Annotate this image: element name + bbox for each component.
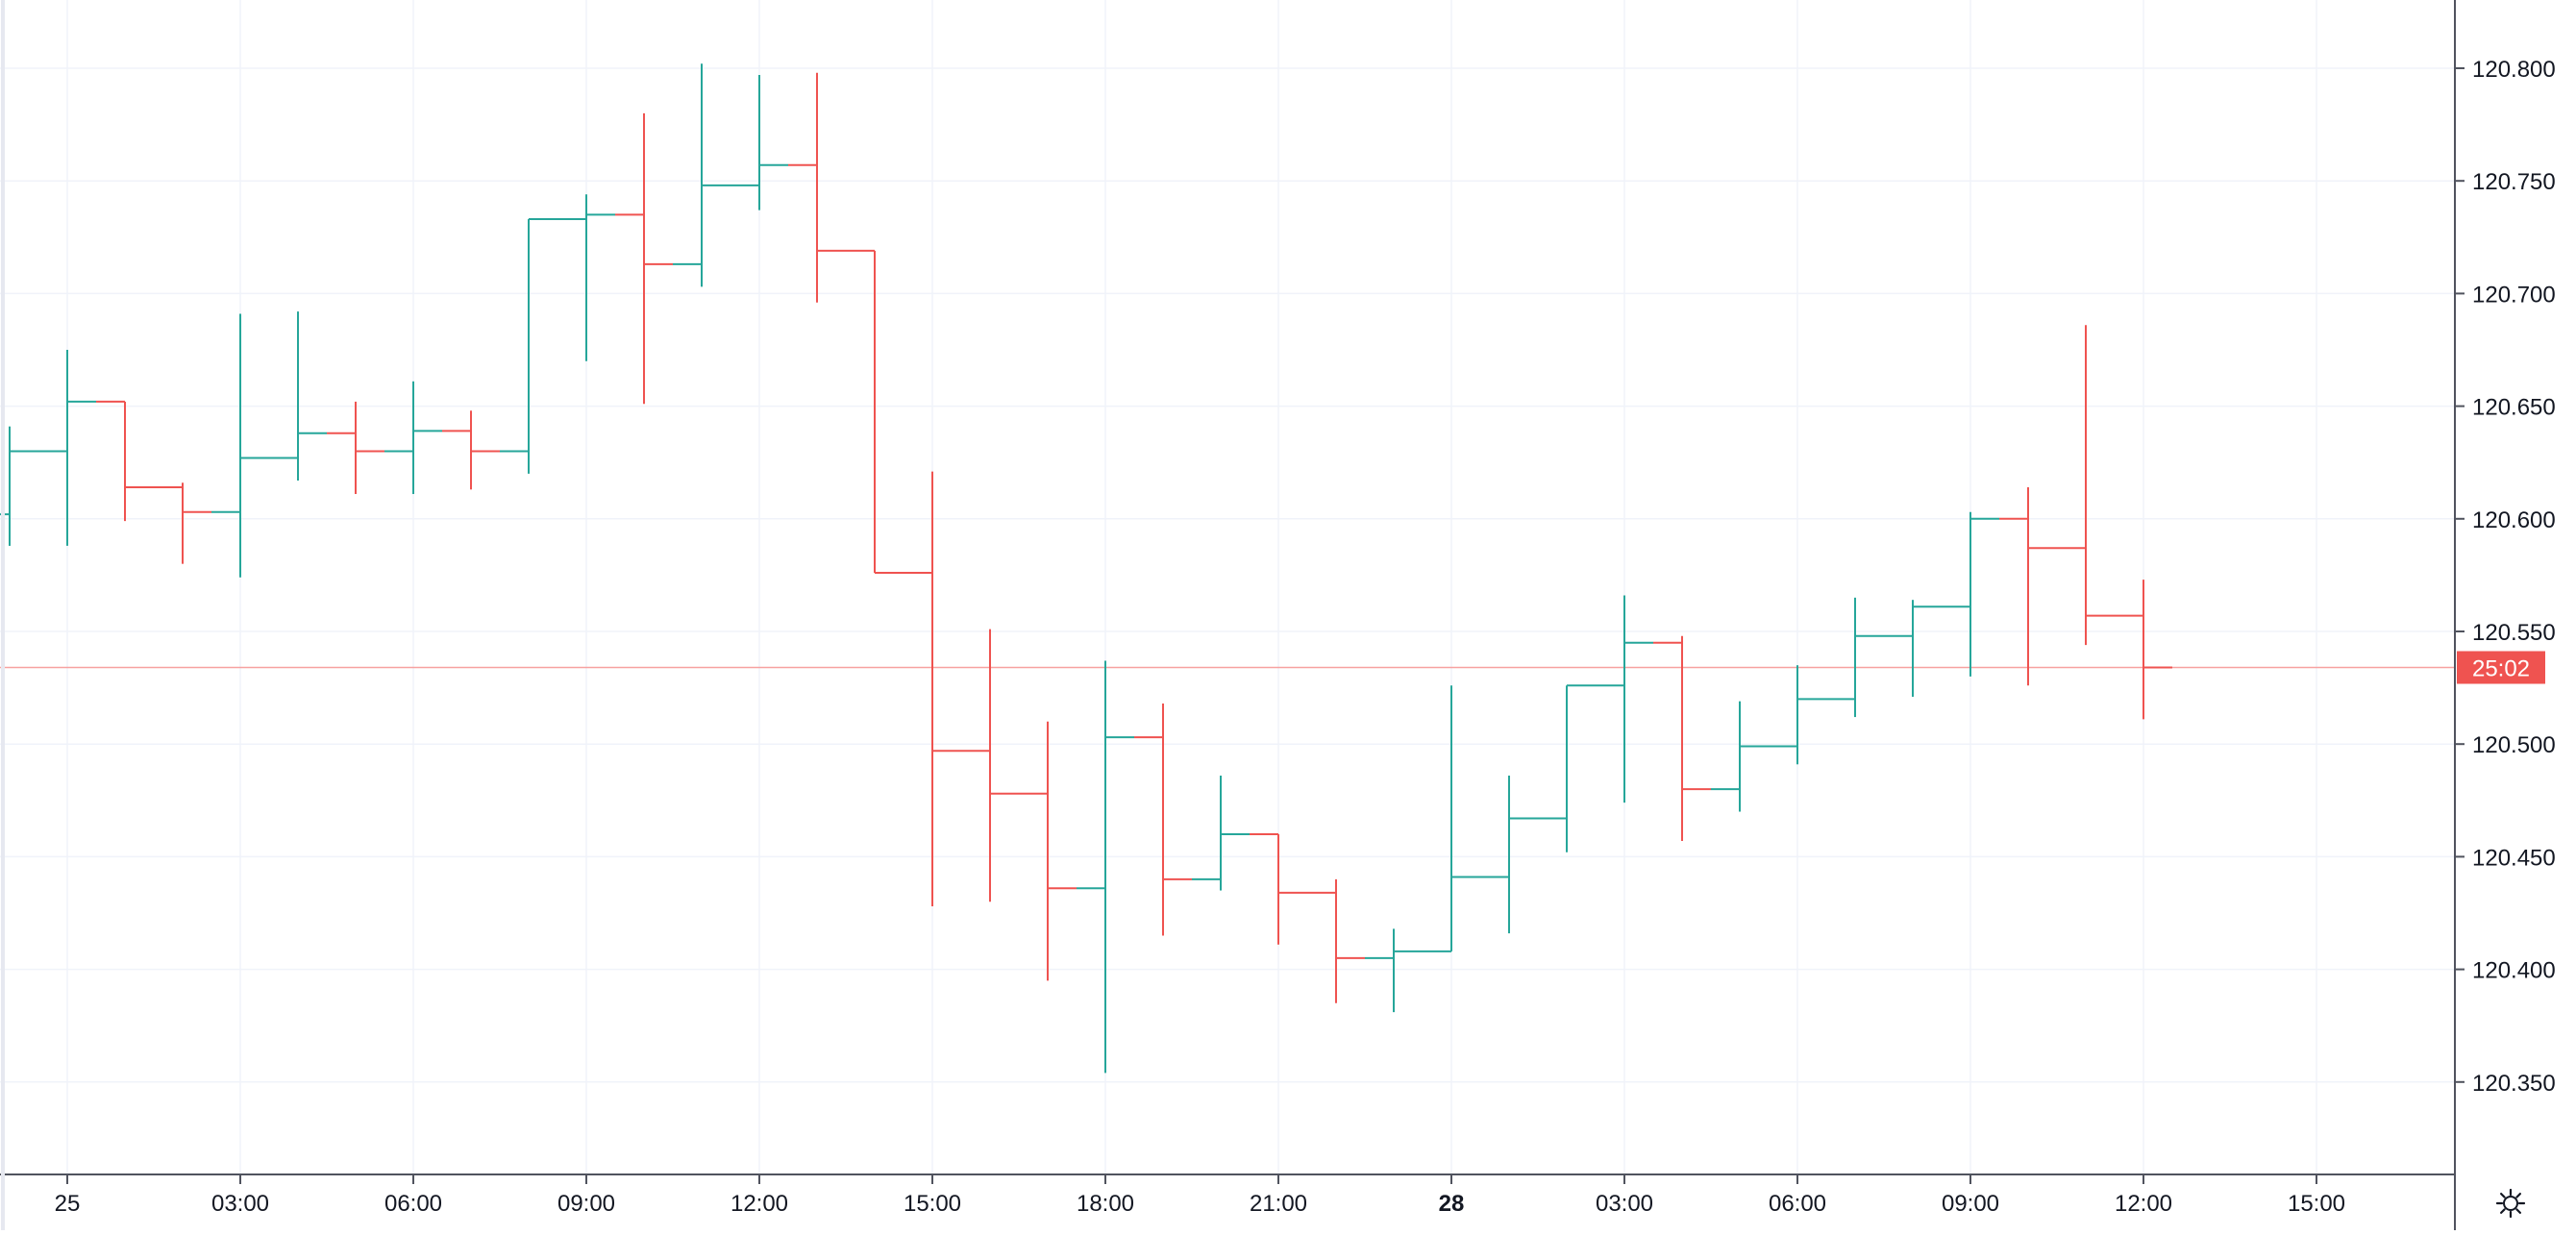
ohlc-bar[interactable] <box>38 350 96 546</box>
time-tick-label: 06:00 <box>384 1191 442 1217</box>
ohlc-bar[interactable] <box>846 249 904 575</box>
time-tick-label: 21:00 <box>1250 1191 1307 1217</box>
time-tick-label: 15:00 <box>2288 1191 2345 1217</box>
ohlc-bar[interactable] <box>788 72 846 303</box>
ohlc-bar[interactable] <box>1999 486 2057 686</box>
ohlc-bar[interactable] <box>500 218 557 474</box>
ohlc-bar[interactable] <box>1250 832 1307 945</box>
price-tick-label: 120.650 <box>2472 395 2556 421</box>
gear-icon <box>2495 1188 2526 1219</box>
time-tick-label: 12:00 <box>731 1191 788 1217</box>
ohlc-bar[interactable] <box>1077 660 1134 1074</box>
chart-settings-button[interactable] <box>2489 1182 2532 1224</box>
price-tick-label: 120.550 <box>2472 620 2556 646</box>
ohlc-bar[interactable] <box>0 426 38 546</box>
price-tick-label: 120.500 <box>2472 732 2556 758</box>
ohlc-bar[interactable] <box>1596 595 1653 803</box>
ohlc-bar[interactable] <box>96 400 154 522</box>
ohlc-bar[interactable] <box>1884 600 1942 697</box>
axes <box>0 0 2456 1230</box>
price-tick-label: 120.700 <box>2472 282 2556 308</box>
ohlc-bar[interactable] <box>1653 635 1711 841</box>
countdown-badge-bg <box>2457 651 2545 684</box>
ohlc-bar[interactable] <box>269 311 327 481</box>
countdown-badge: 25:02 <box>2457 651 2545 684</box>
price-tick-label: 120.450 <box>2472 845 2556 871</box>
ohlc-bar[interactable] <box>961 629 1019 902</box>
price-tick-label: 120.800 <box>2472 57 2556 83</box>
time-tick-label: 09:00 <box>1942 1191 1999 1217</box>
ohlc-bar[interactable] <box>557 194 615 361</box>
time-tick-label: 03:00 <box>211 1191 269 1217</box>
ohlc-bar[interactable] <box>731 75 788 210</box>
ohlc-bar[interactable] <box>1423 685 1480 952</box>
ohlc-bar[interactable] <box>154 482 211 564</box>
ohlc-bar[interactable] <box>615 112 673 405</box>
time-tick-label: 18:00 <box>1077 1191 1134 1217</box>
ohlc-bar[interactable] <box>1307 878 1365 1003</box>
price-tick-label: 120.400 <box>2472 958 2556 984</box>
ohlc-bar[interactable] <box>1480 776 1538 934</box>
bars[interactable] <box>0 63 2172 1074</box>
price-tick-label: 120.750 <box>2472 169 2556 195</box>
ohlc-bar[interactable] <box>442 410 500 490</box>
time-axis-labels: 25 03:00 06:00 09:00 12:00 15:00 18:00 21:00 28 0… <box>55 1174 2345 1217</box>
ohlc-bar[interactable] <box>1711 701 1769 812</box>
ohlc-bar[interactable] <box>2115 580 2172 720</box>
ohlc-bar[interactable] <box>1192 776 1250 891</box>
ohlc-bar[interactable] <box>904 471 961 906</box>
price-axis-labels: 120.800 120.750 120.700 120.650 120.600 120.5… <box>2455 57 2556 1097</box>
time-tick-label: 03:00 <box>1596 1191 1653 1217</box>
time-tick-label: 06:00 <box>1769 1191 1826 1217</box>
time-tick-label: 15:00 <box>904 1191 961 1217</box>
time-tick-label: 09:00 <box>557 1191 615 1217</box>
ohlc-bar[interactable] <box>1538 684 1596 852</box>
ohlc-bar[interactable] <box>2057 325 2115 646</box>
ohlc-bar[interactable] <box>384 381 442 495</box>
ohlc-bar[interactable] <box>1019 721 1077 981</box>
price-tick-label: 120.350 <box>2472 1071 2556 1097</box>
time-tick-label: 25 <box>55 1191 81 1217</box>
ohlc-bar[interactable] <box>327 401 384 495</box>
ohlc-bar[interactable] <box>1826 597 1884 718</box>
ohlc-bar[interactable] <box>1134 704 1192 936</box>
ohlc-bar[interactable] <box>1365 928 1423 1013</box>
grid <box>0 0 2455 1174</box>
ohlc-bar[interactable] <box>1942 511 1999 677</box>
time-tick-label: 12:00 <box>2115 1191 2172 1217</box>
ohlc-bar[interactable] <box>211 313 269 578</box>
time-tick-label: 28 <box>1439 1191 1465 1217</box>
ohlc-bar[interactable] <box>673 63 731 287</box>
price-tick-label: 120.600 <box>2472 507 2556 533</box>
ohlc-bar[interactable] <box>1769 665 1826 765</box>
countdown-label: 25:02 <box>2472 656 2530 682</box>
